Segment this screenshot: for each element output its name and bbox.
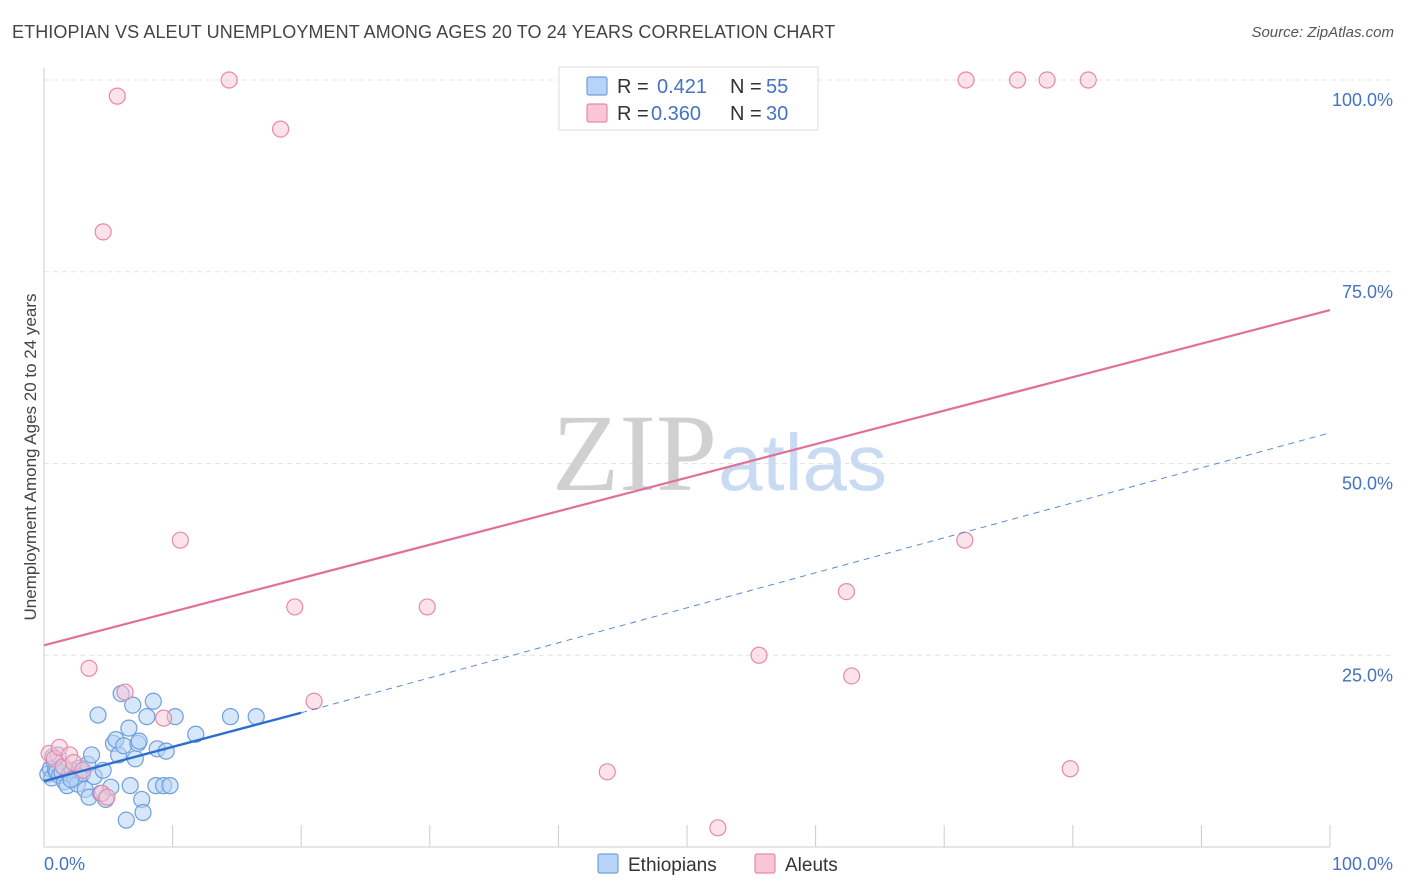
point-aleuts-23 <box>837 582 856 601</box>
watermark-zip: ZIP <box>552 392 717 514</box>
point-aleuts-9 <box>98 788 116 806</box>
y-tick-label-3: 100.0% <box>1332 90 1393 110</box>
point-aleuts-26 <box>957 71 975 89</box>
point-ethiopians-32 <box>117 811 135 829</box>
legend-n-label-aleuts: N = <box>730 103 762 125</box>
chart-title: ETHIOPIAN VS ALEUT UNEMPLOYMENT AMONG AG… <box>12 22 836 42</box>
point-ethiopians-31 <box>115 737 133 755</box>
y-tick-label-0: 25.0% <box>1342 665 1393 685</box>
point-ethiopians-22 <box>89 706 107 724</box>
point-ethiopians-35 <box>124 696 142 714</box>
point-aleuts-11 <box>108 87 126 105</box>
point-ethiopians-38 <box>130 732 148 750</box>
point-aleuts-25 <box>956 531 974 549</box>
point-ethiopians-50 <box>221 708 240 726</box>
point-aleuts-30 <box>1079 71 1097 89</box>
legend-r-value-ethiopians: 0.421 <box>657 76 707 98</box>
legend-n-label-ethiopians: N = <box>730 76 762 98</box>
point-ethiopians-47 <box>161 777 179 795</box>
watermark: ZIP atlas <box>552 392 887 514</box>
legend-swatch-ethiopians <box>586 76 608 96</box>
legend-r-label-aleuts: R = <box>617 103 649 125</box>
trend-line-aleuts <box>43 309 1331 647</box>
point-aleuts-14 <box>171 531 189 549</box>
point-aleuts-24 <box>843 667 861 685</box>
point-ethiopians-49 <box>187 725 205 743</box>
legend-box: R = 0.421 N = 55 R = 0.360 N = 30 <box>558 66 819 131</box>
point-ethiopians-34 <box>121 777 139 795</box>
point-aleuts-20 <box>598 763 616 781</box>
y-tick-labels: 25.0% 50.0% 75.0% 100.0% <box>1332 90 1393 685</box>
x-tick-label-max: 100.0% <box>1332 854 1393 874</box>
legend-n-value-ethiopians: 55 <box>766 76 788 98</box>
point-aleuts-10 <box>94 223 112 241</box>
bottom-legend-swatch-aleuts <box>754 853 776 874</box>
point-aleuts-12 <box>116 683 134 701</box>
legend-r-label-ethiopians: R = <box>617 76 649 98</box>
point-aleuts-28 <box>1038 71 1056 89</box>
y-tick-label-1: 50.0% <box>1342 474 1393 494</box>
bottom-legend-label-aleuts: Aleuts <box>785 855 838 876</box>
point-ethiopians-40 <box>134 803 152 822</box>
source-label: Source: ZipAtlas.com <box>1251 24 1394 41</box>
axes <box>43 68 1331 848</box>
bottom-legend: Ethiopians Aleuts <box>597 853 838 876</box>
bottom-legend-swatch-ethiopians <box>597 853 619 874</box>
legend-r-value-aleuts: 0.360 <box>651 103 701 125</box>
point-aleuts-19 <box>418 598 436 616</box>
trend-line-ethiopians-extension <box>301 432 1331 714</box>
x-tick-labels: 0.0% 100.0% <box>44 854 1393 874</box>
point-ethiopians-33 <box>120 719 138 737</box>
point-ethiopians-20 <box>82 746 101 764</box>
trend-line-ethiopians <box>43 711 302 783</box>
grid-lines <box>44 79 1393 656</box>
data-points <box>39 71 1097 837</box>
point-ethiopians-42 <box>144 692 162 710</box>
trend-lines <box>43 309 1331 783</box>
point-aleuts-21 <box>709 819 727 837</box>
point-aleuts-22 <box>750 646 768 664</box>
point-aleuts-16 <box>272 120 290 138</box>
point-aleuts-27 <box>1008 71 1027 89</box>
legend-n-value-aleuts: 30 <box>766 103 788 125</box>
legend-swatch-aleuts <box>586 103 608 123</box>
point-aleuts-7 <box>80 659 98 677</box>
point-aleuts-18 <box>305 692 323 710</box>
point-aleuts-13 <box>154 709 173 727</box>
y-tick-label-2: 75.0% <box>1342 282 1393 302</box>
point-aleuts-15 <box>220 71 238 89</box>
point-aleuts-29 <box>1061 760 1079 778</box>
x-tick-label-min: 0.0% <box>44 854 85 874</box>
point-aleuts-17 <box>286 598 304 616</box>
bottom-legend-label-ethiopians: Ethiopians <box>628 855 717 876</box>
point-ethiopians-41 <box>138 708 156 726</box>
y-axis-label: Unemployment Among Ages 20 to 24 years <box>21 294 40 621</box>
